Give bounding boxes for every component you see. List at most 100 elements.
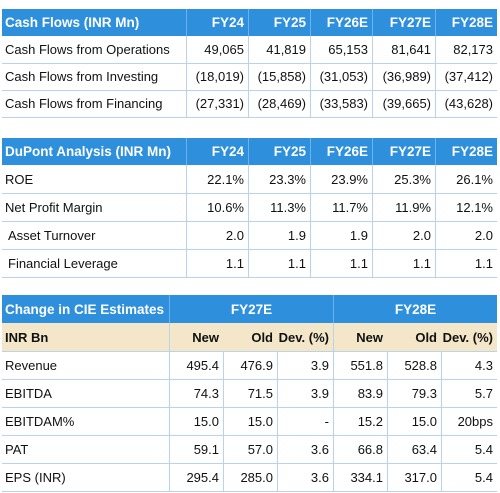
table-cell: 49,065 [186,36,248,63]
row-label: Net Profit Margin [5,199,103,215]
col-old: Old [251,329,273,345]
table-row: Cash Flows from Financing (27,331) (28,4… [2,90,497,118]
table-cell: 4.3 [441,351,497,379]
row-label: Cash Flows from Operations [5,42,170,57]
table-row: Net Profit Margin 10.6% 11.3% 11.7% 11.9… [2,193,497,222]
table-cell: (18,019) [186,63,248,90]
table-cell: (39,665) [372,90,435,117]
table-row: PAT 59.1 57.0 3.6 66.8 63.4 5.4 [2,435,497,464]
table-cell: 1.9 [310,221,372,249]
col-new: New [333,323,387,351]
estimates-header: Change in CIE Estimates FY27E FY28E [2,295,497,323]
row-label: EBITDAM% [5,413,75,429]
table-cell: (27,331) [186,90,248,117]
table-cell: 23.3% [248,165,310,193]
row-label: Cash Flows from Financing [5,96,163,111]
table-cell: 11.7% [310,193,372,221]
table-cell: 551.8 [333,351,387,379]
cash-flows-header: Cash Flows (INR Mn) FY24 FY25 FY26E FY27… [2,9,497,36]
table-cell: 2.0 [372,221,435,249]
dupont-header: DuPont Analysis (INR Mn) FY24 FY25 FY26E… [2,138,497,165]
row-label: Financial Leverage [8,255,118,271]
table-row: EBITDA 74.3 71.5 3.9 83.9 79.3 5.7 [2,379,497,408]
table-cell: 476.9 [223,351,277,379]
table-cell: 495.4 [169,351,223,379]
table-cell: 2.0 [435,221,497,249]
table-cell: 5.4 [441,463,497,491]
table-cell: 79.3 [387,379,441,407]
table-cell: 528.8 [387,351,441,379]
table-cell: 3.9 [277,379,333,407]
table-cell: 23.9% [310,165,372,193]
col-fy28e: FY28E [435,9,497,36]
row-label: EPS (INR) [5,469,66,485]
table-cell: 2.0 [186,221,248,249]
table-cell: 5.4 [441,435,497,463]
table-cell: 1.1 [435,249,497,277]
dupont-title: DuPont Analysis (INR Mn) [5,144,172,159]
table-cell: 3.6 [277,435,333,463]
table-cell: 71.5 [223,379,277,407]
table-row: EBITDAM% 15.0 15.0 - 15.2 15.0 20bps [2,407,497,436]
table-cell: 15.0 [223,407,277,435]
table-cell: 285.0 [223,463,277,491]
table-cell: 41,819 [248,36,310,63]
table-row: Asset Turnover 2.0 1.9 1.9 2.0 2.0 [2,221,497,250]
col-dev: Dev. (%) [278,329,329,345]
table-cell: 15.0 [169,407,223,435]
col-dev: Dev. (%) [442,329,493,345]
table-cell: 1.9 [248,221,310,249]
table-cell: (43,628) [435,90,497,117]
table-row: Cash Flows from Operations 49,065 41,819… [2,36,497,64]
estimates-subheader: INR Bn New Old Dev. (%) New Old Dev. (%) [2,323,497,352]
table-cell: 65,153 [310,36,372,63]
table-cell: 5.7 [441,379,497,407]
table-cell: 1.1 [186,249,248,277]
table-cell: 25.3% [372,165,435,193]
table-cell: 63.4 [387,435,441,463]
table-cell: 66.8 [333,435,387,463]
table-row: Financial Leverage 1.1 1.1 1.1 1.1 1.1 [2,249,497,278]
table-cell: 74.3 [169,379,223,407]
table-cell: 334.1 [333,463,387,491]
row-label: Asset Turnover [8,227,96,243]
table-cell: (31,053) [310,63,372,90]
col-fy24: FY24 [186,9,248,36]
col-new: New [169,323,223,351]
table-cell: 83.9 [333,379,387,407]
col-fy27e: FY27E [372,138,435,165]
table-cell: 59.1 [169,435,223,463]
table-cell: 26.1% [435,165,497,193]
table-cell: 3.9 [277,351,333,379]
table-cell: 11.9% [372,193,435,221]
group-fy27e: FY27E [169,295,333,323]
cash-flows-title: Cash Flows (INR Mn) [5,15,140,30]
table-cell: 3.6 [277,463,333,491]
row-label: Revenue [5,357,58,373]
col-fy26e: FY26E [310,9,372,36]
table-row: Revenue 495.4 476.9 3.9 551.8 528.8 4.3 [2,351,497,380]
table-cell: 11.3% [248,193,310,221]
col-fy26e: FY26E [310,138,372,165]
table-cell: - [277,407,333,435]
row-label: EBITDA [5,385,52,401]
row-label: Cash Flows from Investing [5,69,159,84]
table-cell: (28,469) [248,90,310,117]
table-cell: 82,173 [435,36,497,63]
row-label: ROE [5,171,34,187]
table-row: EPS (INR) 295.4 285.0 3.6 334.1 317.0 5.… [2,463,497,492]
table-cell: 12.1% [435,193,497,221]
table-cell: 10.6% [186,193,248,221]
col-fy24: FY24 [186,138,248,165]
table-cell: 81,641 [372,36,435,63]
group-fy28e: FY28E [333,295,497,323]
table-cell: 1.1 [248,249,310,277]
estimates-title: Change in CIE Estimates [5,301,165,317]
row-label: PAT [5,441,29,457]
table-row: Cash Flows from Investing (18,019) (15,8… [2,63,497,91]
col-fy25: FY25 [248,138,310,165]
table-cell: 20bps [441,407,497,435]
table-cell: 317.0 [387,463,441,491]
table-cell: (37,412) [435,63,497,90]
table-cell: 1.1 [372,249,435,277]
